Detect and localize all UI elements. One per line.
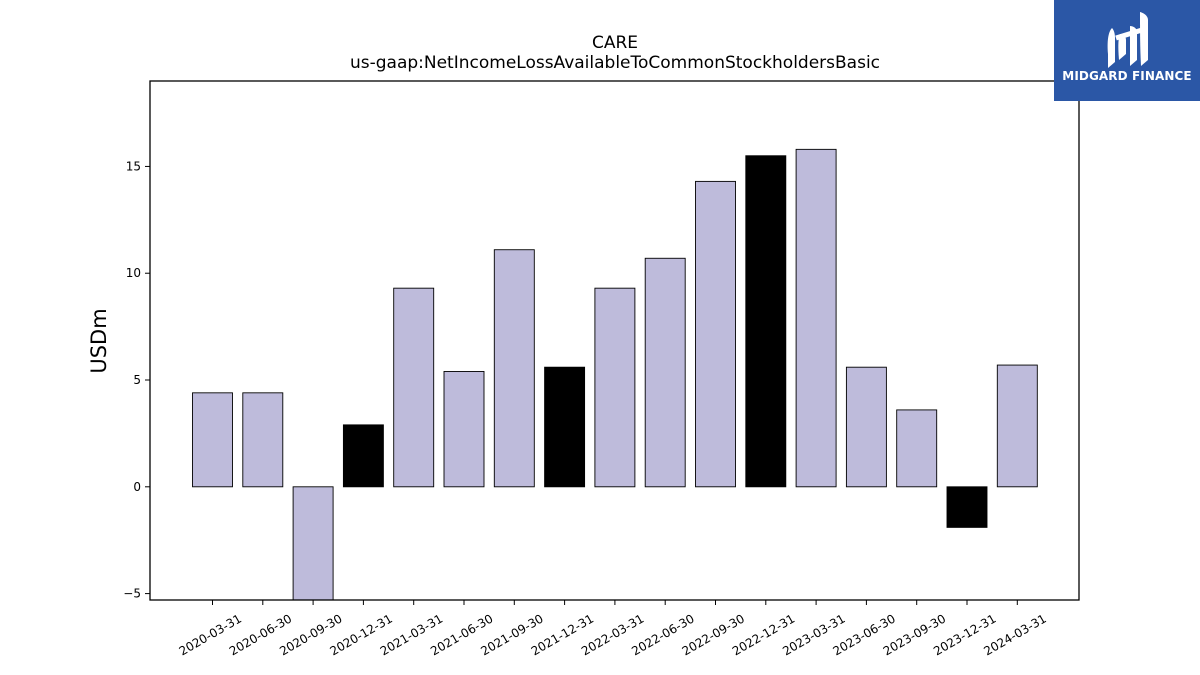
bar-2023-09-30 [896,409,938,488]
bar-2023-03-31 [795,148,837,488]
y-ticks: −5 0 5 10 15 [123,159,150,601]
bar-2020-12-31 [342,424,384,488]
chart-subtitle: us-gaap:NetIncomeLossAvailableToCommonSt… [350,53,880,73]
y-tick-label: 0 [133,480,141,494]
bar-2023-06-30 [845,366,887,488]
bars-group [192,148,1038,600]
bar-2020-03-31 [192,392,233,488]
y-tick-label: 5 [133,373,141,387]
bar-2022-12-31 [745,155,787,488]
bar-2021-06-30 [443,371,485,488]
x-ticks: 2020-03-312020-06-302020-09-302020-12-31… [177,600,1049,658]
midgard-finance-logo: MIDGARD FINANCE [1054,0,1200,101]
bar-2022-06-30 [644,257,686,488]
bar-2021-03-31 [393,287,435,488]
bar-2023-12-31 [946,486,988,528]
y-axis-label: USDm [87,308,111,373]
bar-2021-12-31 [544,366,586,488]
bar-2022-03-31 [594,287,636,488]
logo-text: MIDGARD FINANCE [1062,69,1192,83]
midgard-logo-icon [1107,12,1148,68]
y-tick-label: 10 [126,266,141,280]
bar-2021-09-30 [493,249,535,488]
bar-2020-09-30 [292,486,334,600]
plot-frame [149,80,1080,601]
bar-2020-06-30 [242,392,284,488]
bar-2022-09-30 [695,180,736,488]
y-tick-label: 15 [126,159,141,173]
y-tick-label: −5 [123,587,141,601]
chart-title: CARE [592,33,638,53]
bar-2024-03-31 [996,364,1038,488]
